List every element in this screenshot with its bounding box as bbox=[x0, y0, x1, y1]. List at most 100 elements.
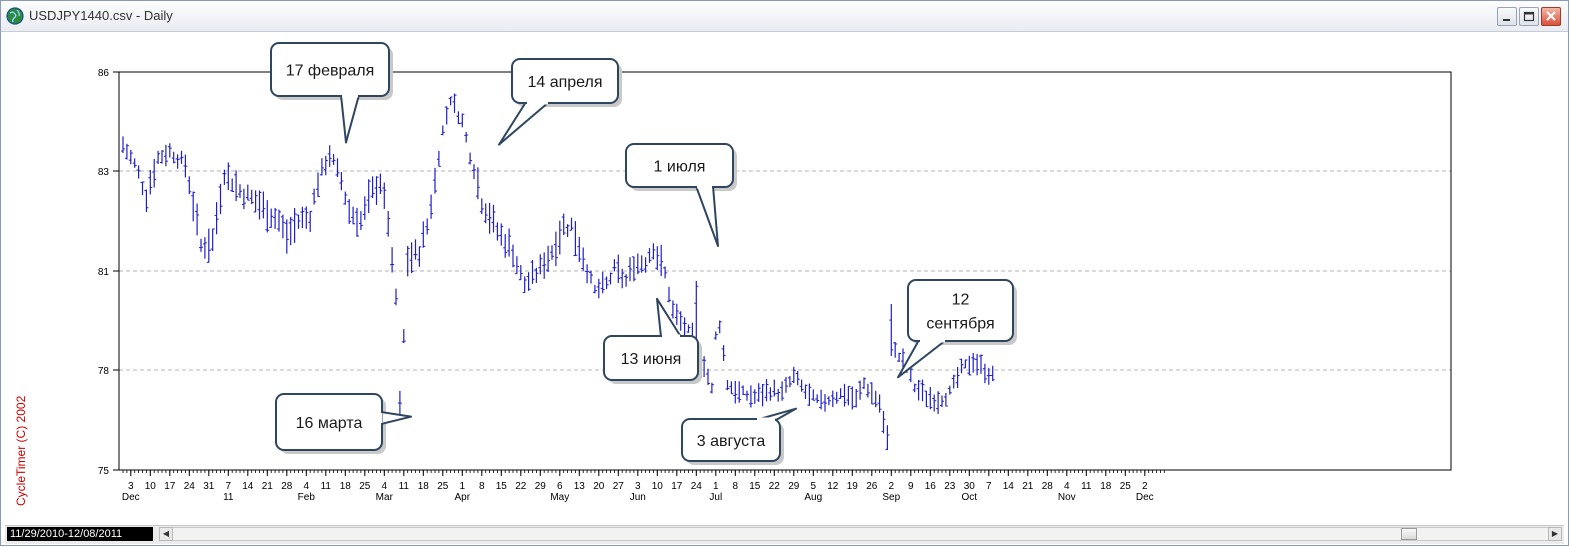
x-tick-label: 1 bbox=[713, 481, 719, 492]
callout-label: 16 марта bbox=[296, 415, 363, 432]
chart-area bbox=[5, 32, 1564, 522]
y-tick-label: 78 bbox=[98, 366, 110, 377]
x-tick-label: 25 bbox=[1120, 481, 1132, 492]
grid-lines bbox=[119, 170, 1451, 371]
x-tick-label: 26 bbox=[866, 481, 878, 492]
callout-box bbox=[625, 143, 734, 188]
x-tick-label: 24 bbox=[691, 481, 703, 492]
x-tick-label: 8 bbox=[479, 481, 485, 492]
x-tick-label: 12 bbox=[827, 481, 839, 492]
x-month-label: Nov bbox=[1058, 492, 1076, 503]
x-tick-label: 8 bbox=[733, 481, 739, 492]
horizontal-scrollbar[interactable] bbox=[159, 527, 1562, 541]
callout-label: сентября bbox=[926, 316, 994, 333]
callout-pointer bbox=[656, 297, 682, 338]
x-tick-label: 15 bbox=[749, 481, 761, 492]
callout-box bbox=[603, 335, 699, 381]
x-tick-label: 15 bbox=[496, 481, 508, 492]
callout-box bbox=[511, 58, 619, 104]
callout-box bbox=[907, 279, 1014, 342]
y-tick-label: 83 bbox=[98, 167, 110, 178]
x-tick-label: 2 bbox=[889, 481, 895, 492]
x-tick-label: 21 bbox=[1022, 481, 1034, 492]
copyright-label: CycleTimer (C) 2002 bbox=[14, 395, 28, 506]
callout-pointer bbox=[897, 339, 947, 379]
x-tick-label: 23 bbox=[944, 481, 956, 492]
x-tick-label: 10 bbox=[145, 481, 157, 492]
callout-pointer bbox=[498, 101, 550, 146]
annotation-callout: 1 июля bbox=[625, 143, 737, 247]
callout-pointer bbox=[340, 94, 360, 144]
y-axis: 75 78 81 83 86 bbox=[98, 68, 119, 477]
x-tick-label: 13 bbox=[574, 481, 586, 492]
callout-label: 13 июня bbox=[621, 351, 682, 368]
annotation-callout: 14 апреля bbox=[498, 58, 622, 146]
x-month-label: Mar bbox=[376, 492, 394, 503]
callout-label: 14 апреля bbox=[527, 74, 602, 91]
scroll-right-icon: ▶ bbox=[1551, 529, 1559, 538]
x-month-label: Sep bbox=[882, 492, 900, 503]
x-tick-label: 14 bbox=[242, 481, 254, 492]
title-bar[interactable]: USDJPY1440.csv - Daily bbox=[1, 1, 1568, 32]
window-title: USDJPY1440.csv - Daily bbox=[29, 8, 173, 23]
callout-pointer bbox=[380, 411, 412, 425]
minimize-button[interactable] bbox=[1497, 7, 1517, 26]
x-month-label: Feb bbox=[298, 492, 316, 503]
x-tick-label: 3 bbox=[128, 481, 134, 492]
callout-label: 17 февраля bbox=[286, 63, 375, 80]
close-icon bbox=[1546, 11, 1556, 21]
annotation-callout: 17 февраля bbox=[270, 42, 393, 144]
x-axis: 3 10 17 24 31 7 14 21 28 4 11 18 25 4 11 18 25 1 8 15 22 29 6 1… bbox=[122, 470, 1165, 503]
x-month-label: Dec bbox=[122, 492, 140, 503]
x-tick-label: 29 bbox=[535, 481, 547, 492]
callout-pointer bbox=[695, 185, 719, 247]
y-tick-label: 81 bbox=[98, 267, 110, 278]
x-month-label: Jun bbox=[630, 492, 646, 503]
scrollbar-thumb[interactable] bbox=[1401, 528, 1417, 540]
x-tick-label: 11 bbox=[399, 481, 410, 492]
x-tick-label: 19 bbox=[847, 481, 859, 492]
x-month-label: Aug bbox=[804, 492, 822, 503]
annotation-callout: 3 августа bbox=[681, 407, 797, 465]
x-tick-label: 7 bbox=[986, 481, 992, 492]
x-tick-label: 4 bbox=[304, 481, 310, 492]
callout-box bbox=[681, 418, 781, 462]
x-tick-label: 22 bbox=[515, 481, 527, 492]
annotation-callout: 12 сентября bbox=[897, 279, 1017, 379]
y-tick-label: 86 bbox=[98, 68, 110, 79]
x-tick-label: 29 bbox=[788, 481, 800, 492]
x-tick-label: 21 bbox=[262, 481, 274, 492]
x-tick-label: 18 bbox=[418, 481, 430, 492]
x-tick-label: 2 bbox=[1142, 481, 1148, 492]
x-tick-label: 5 bbox=[811, 481, 817, 492]
x-tick-label: 22 bbox=[769, 481, 781, 492]
x-month-label: Dec bbox=[1136, 492, 1154, 503]
callout-label: 3 августа bbox=[697, 433, 766, 450]
x-tick-label: 3 bbox=[635, 481, 641, 492]
x-tick-label: 7 bbox=[226, 481, 232, 492]
callout-box bbox=[270, 42, 390, 97]
x-month-label: Oct bbox=[962, 492, 978, 503]
x-tick-label: 1 bbox=[460, 481, 466, 492]
scroll-right-button[interactable]: ▶ bbox=[1548, 527, 1562, 541]
x-tick-label: 4 bbox=[1064, 481, 1070, 492]
x-tick-label: 28 bbox=[1042, 481, 1054, 492]
maximize-button[interactable] bbox=[1519, 7, 1539, 26]
x-tick-label: 17 bbox=[164, 481, 176, 492]
maximize-icon bbox=[1523, 11, 1535, 22]
scroll-left-button[interactable]: ◀ bbox=[159, 527, 173, 541]
x-tick-label: 4 bbox=[382, 481, 388, 492]
close-button[interactable] bbox=[1541, 7, 1561, 26]
x-tick-label: 18 bbox=[340, 481, 352, 492]
x-tick-label: 14 bbox=[1003, 481, 1015, 492]
x-tick-label: 10 bbox=[652, 481, 664, 492]
callout-label: 12 bbox=[952, 292, 970, 309]
x-tick-label: 6 bbox=[557, 481, 563, 492]
scroll-left-icon: ◀ bbox=[162, 529, 170, 538]
x-month-label: May bbox=[550, 492, 569, 503]
x-tick-label: 11 bbox=[321, 481, 332, 492]
x-month-label: Apr bbox=[455, 492, 471, 503]
x-tick-label: 18 bbox=[1100, 481, 1112, 492]
